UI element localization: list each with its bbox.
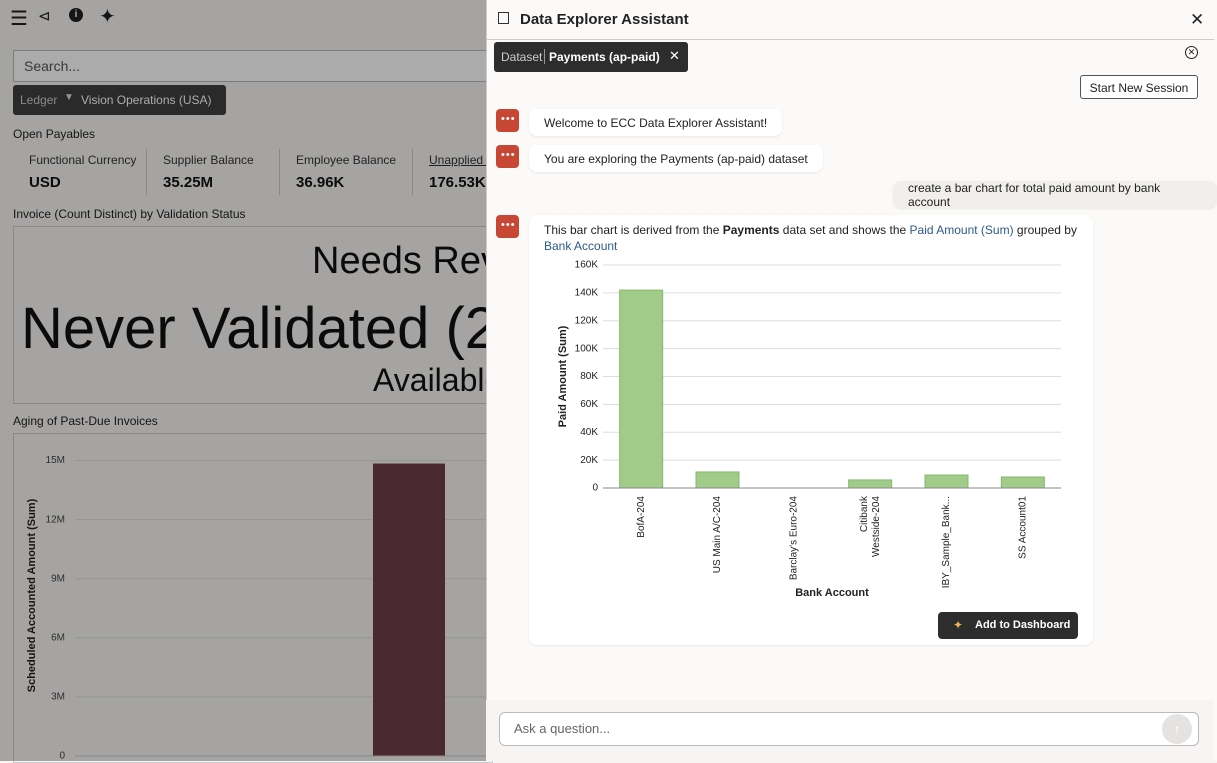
clear-icon[interactable]: ✕ <box>1185 46 1198 59</box>
bot-message: You are exploring the Payments (ap-paid)… <box>529 145 823 172</box>
y-tick-label: 80K <box>580 371 598 382</box>
ledger-filter[interactable] <box>13 85 226 115</box>
measure-link: Paid Amount (Sum) <box>909 223 1014 237</box>
bar <box>695 471 740 489</box>
dataset-chip <box>494 42 688 72</box>
metric-value: 176.53K <box>429 174 486 191</box>
tag-word: Never Validated (25 <box>21 296 530 361</box>
x-tick-label: SS Account01 <box>1017 496 1028 559</box>
bot-message: Welcome to ECC Data Explorer Assistant! <box>529 109 783 136</box>
y-tick-label: 40K <box>580 427 598 438</box>
divider <box>486 39 1214 40</box>
bar <box>1000 476 1045 489</box>
metric-label: Supplier Balance <box>163 153 254 167</box>
close-button[interactable]: ✕ <box>1190 10 1205 29</box>
x-tick-label: Barclay's Euro-204 <box>788 496 799 581</box>
metric-value: 36.96K <box>296 174 345 191</box>
search-box[interactable]: Search... <box>13 50 490 82</box>
x-tick-label: IBY_Sample_Bank... <box>941 496 952 588</box>
metric-label: Unapplied P <box>429 153 495 167</box>
dropdown-icon: ▼ <box>64 92 74 103</box>
menu-icon[interactable]: ☰ <box>10 8 28 30</box>
new-session-button[interactable]: Start New Session <box>1080 75 1198 99</box>
y-tick-label: 12M <box>46 514 65 525</box>
send-button[interactable]: ↑ <box>1162 714 1192 744</box>
label-line: Citibank <box>859 495 870 532</box>
info-icon[interactable]: i <box>69 8 83 22</box>
section-title: Invoice (Count Distinct) by Validation S… <box>13 207 246 221</box>
bar <box>924 474 969 489</box>
answer-text: This bar chart is derived from the Payme… <box>544 222 1079 254</box>
share-icon[interactable]: ⊲ <box>38 8 51 25</box>
y-axis-label: Paid Amount (Sum) <box>557 325 569 427</box>
chip-value: Payments (ap-paid) <box>549 50 660 64</box>
y-tick-label: 6M <box>51 632 65 643</box>
y-tick-label: 3M <box>51 692 65 703</box>
y-tick-label: 0 <box>592 483 598 494</box>
user-message: create a bar chart for total paid amount… <box>893 181 1217 209</box>
chip-remove[interactable]: ✕ <box>669 48 680 63</box>
y-tick-label: 120K <box>575 315 599 326</box>
bar <box>848 479 893 489</box>
bot-avatar <box>496 109 519 132</box>
add-to-dashboard-button[interactable] <box>938 612 1078 639</box>
chip-divider <box>544 49 545 64</box>
dataset-name: Payments <box>722 223 780 237</box>
label-line: Westside-204 <box>871 496 882 557</box>
dimension-link: Bank Account <box>544 239 618 253</box>
ai-icon[interactable]: ✦ <box>99 6 116 28</box>
y-tick-label: 0 <box>59 751 65 761</box>
tag-word: Available <box>373 362 503 398</box>
bot-avatar <box>496 215 519 238</box>
text: data set and shows the <box>779 223 910 237</box>
text: This bar chart is derived from the <box>544 223 723 237</box>
chip-label: Dataset <box>501 50 543 64</box>
y-tick-label: 100K <box>575 343 599 354</box>
metric-label: Employee Balance <box>296 153 397 167</box>
y-tick-label: 15M <box>46 455 65 466</box>
bar <box>373 463 445 756</box>
button-label: Add to Dashboard <box>975 619 1071 631</box>
y-axis-label: Scheduled Accounted Amount (Sum) <box>26 498 38 692</box>
text: grouped by <box>1013 223 1077 237</box>
separator <box>146 149 147 195</box>
metric-value: 35.25M <box>163 174 214 191</box>
section-title: Aging of Past-Due Invoices <box>13 414 158 428</box>
separator <box>279 149 280 195</box>
bar <box>619 289 664 489</box>
separator <box>412 149 413 195</box>
bot-avatar <box>496 145 519 168</box>
section-title: Open Payables <box>13 127 96 141</box>
y-tick-label: 20K <box>580 455 598 466</box>
sparkle-icon: ✦ <box>953 618 964 632</box>
x-axis-label: Bank Account <box>795 587 869 599</box>
panel-title: Data Explorer Assistant <box>520 11 689 28</box>
x-tick-label: CitibankWestside-204 <box>859 495 882 557</box>
panel-icon[interactable] <box>498 12 509 24</box>
x-tick-label: US Main A/C-204 <box>712 496 723 574</box>
modal-overlay <box>0 0 486 761</box>
y-tick-label: 9M <box>51 573 65 584</box>
tag-cloud <box>13 226 503 404</box>
metric-value: USD <box>29 174 61 191</box>
ledger-value: Vision Operations (USA) <box>81 93 212 107</box>
y-tick-label: 160K <box>575 260 599 271</box>
question-input[interactable]: Ask a question... <box>499 712 1199 746</box>
y-tick-label: 140K <box>575 288 599 299</box>
y-tick-label: 60K <box>580 399 598 410</box>
ledger-label: Ledger <box>20 93 58 107</box>
x-tick-label: BofA-204 <box>636 496 647 538</box>
metric-label: Functional Currency <box>29 153 137 167</box>
